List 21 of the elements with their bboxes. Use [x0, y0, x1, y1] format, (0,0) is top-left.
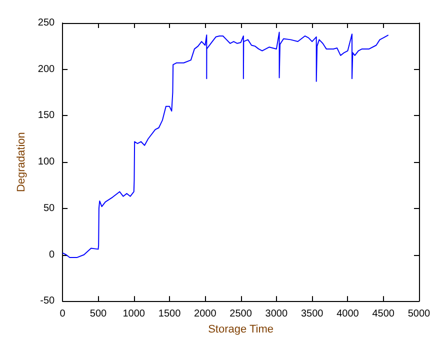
- x-tick-label: 4000: [336, 308, 360, 320]
- x-axis-title: Storage Time: [208, 324, 274, 336]
- x-tick-label: 5000: [408, 308, 431, 320]
- y-tick-label: 250: [38, 18, 56, 28]
- x-tick-label: 3500: [300, 308, 324, 320]
- y-tick-label: 100: [38, 156, 56, 168]
- x-tick-label: 1000: [122, 308, 146, 320]
- x-tick-label: 500: [90, 308, 108, 320]
- y-tick-label: -50: [40, 296, 56, 307]
- y-axis-title: Degradation: [16, 132, 28, 192]
- x-tick-label: 1500: [158, 308, 182, 320]
- x-tick-label: 2500: [230, 308, 252, 320]
- y-tick-label: 0: [49, 249, 56, 260]
- y-tick-label: 200: [38, 64, 56, 75]
- x-tick-label: 3000: [265, 308, 288, 320]
- x-tick-label: 4500: [372, 308, 395, 320]
- line-series: [62, 32, 389, 258]
- y-tick-label: 150: [38, 110, 56, 122]
- x-tick-label: 0: [60, 308, 66, 320]
- x-tick-label: 2000: [194, 308, 217, 320]
- y-tick-label: 50: [43, 202, 56, 214]
